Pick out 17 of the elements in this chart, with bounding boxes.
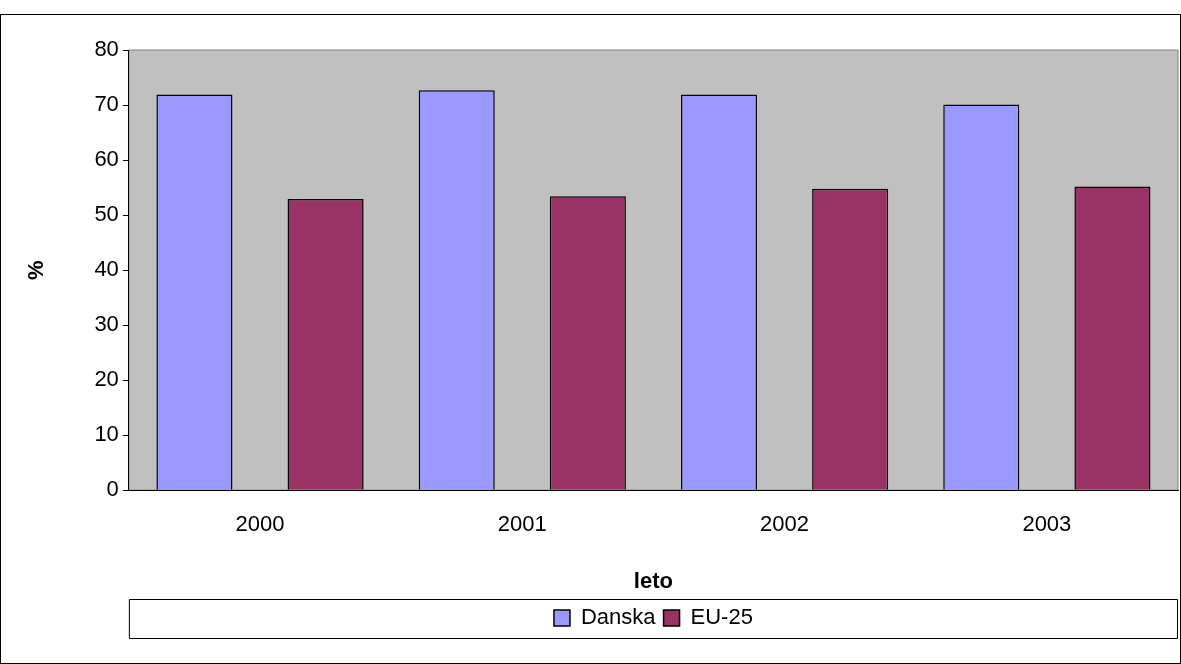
x-tick-label: 2001: [497, 511, 547, 537]
x-tick-label: 2000: [235, 511, 285, 537]
legend-label: EU-25: [690, 604, 753, 630]
y-tick-label: 80: [94, 36, 119, 62]
y-tick-label: 70: [94, 91, 119, 117]
y-tick-label: 60: [94, 146, 119, 172]
y-tick-label: 40: [94, 256, 119, 282]
x-tick-label: 2003: [1022, 511, 1072, 537]
y-tick-label: 10: [94, 421, 119, 447]
y-tick-label: 0: [106, 476, 119, 502]
legend-label: Danska: [580, 604, 657, 630]
x-tick-label: 2002: [760, 511, 810, 537]
y-tick-label: 50: [94, 201, 119, 227]
y-tick-label: 30: [94, 311, 119, 337]
y-tick-label: 20: [94, 366, 119, 392]
x-axis-title: leto: [633, 567, 673, 593]
y-axis-title: %: [23, 260, 49, 280]
